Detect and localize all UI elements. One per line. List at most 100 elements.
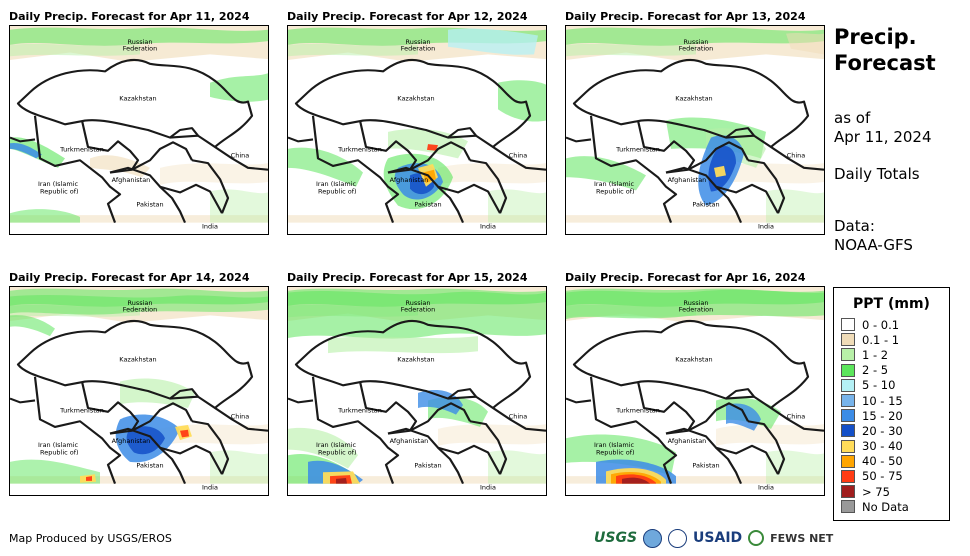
- legend-label: 40 - 50: [862, 454, 903, 469]
- legend-label: 1 - 2: [862, 347, 889, 362]
- country-label: Turkmenistan: [59, 147, 104, 154]
- country-border: [725, 127, 755, 139]
- forecast-map-apr-12: Russian Federation Kazakhstan Turkmenistan C…: [287, 25, 547, 235]
- legend-swatch: [841, 394, 855, 408]
- country-label: China: [231, 153, 250, 160]
- country-label: China: [787, 153, 806, 160]
- precip-area: [126, 426, 165, 455]
- legend-label: 50 - 75: [862, 469, 903, 484]
- legend-swatch: [841, 409, 855, 423]
- legend-label: 0.1 - 1: [862, 332, 900, 347]
- country-label: Kazakhstan: [397, 96, 434, 103]
- country-label: China: [787, 414, 806, 421]
- data-source-name: NOAA-GFS: [834, 236, 913, 254]
- forecast-map-apr-14: Russian Federation Kazakhstan Turkmenistan C…: [9, 286, 269, 496]
- legend-label: > 75: [862, 484, 890, 499]
- country-label: Federation: [123, 307, 158, 314]
- precip-area: [210, 450, 268, 484]
- country-border: [191, 159, 230, 214]
- precip-area: [438, 163, 546, 185]
- country-label: China: [509, 414, 528, 421]
- country-label: Republic of): [318, 449, 357, 456]
- country-border: [566, 136, 592, 143]
- legend-item: 0.1 - 1: [834, 332, 949, 347]
- fews-net-icon: [748, 530, 765, 546]
- country-border: [492, 146, 546, 171]
- precip-area: [566, 215, 824, 223]
- country-label: India: [480, 223, 496, 230]
- precip-area: [10, 43, 140, 57]
- country-border: [387, 427, 465, 485]
- panel-title: Daily Precip. Forecast for Apr 12, 2024: [287, 10, 528, 23]
- country-label: Afghanistan: [112, 438, 151, 445]
- legend-item: 15 - 20: [834, 408, 949, 423]
- country-border: [10, 397, 36, 404]
- country-border: [437, 444, 501, 475]
- precip-area: [438, 424, 546, 446]
- country-label: Kazakhstan: [119, 96, 156, 103]
- country-border: [469, 420, 508, 475]
- legend-label: 20 - 30: [862, 423, 903, 438]
- precip-area: [288, 147, 363, 187]
- precip-area: [566, 43, 696, 57]
- country-label: Republic of): [596, 188, 635, 195]
- country-border: [747, 159, 786, 214]
- country-label: Afghanistan: [668, 177, 707, 184]
- country-border: [566, 397, 592, 404]
- precip-area: [10, 209, 80, 223]
- legend-item: 40 - 50: [834, 454, 949, 469]
- country-label: Federation: [401, 307, 436, 314]
- data-source-label: Data:: [834, 217, 875, 235]
- precip-area: [716, 163, 824, 185]
- precip-area: [328, 336, 478, 354]
- legend-swatch: [841, 333, 855, 347]
- country-border: [169, 127, 199, 139]
- country-label: Russian: [406, 39, 431, 46]
- legend-swatch: [841, 469, 855, 483]
- country-border: [159, 183, 223, 214]
- precip-area: [714, 165, 726, 178]
- precip-area: [766, 189, 824, 223]
- precip-area: [488, 450, 546, 484]
- as-of-label: as of: [834, 109, 871, 127]
- country-border: [288, 136, 314, 143]
- side-title-line2: Forecast: [834, 51, 936, 75]
- country-label: Republic of): [40, 188, 79, 195]
- country-border: [288, 397, 314, 404]
- country-border: [572, 58, 810, 149]
- country-border: [191, 420, 230, 475]
- country-border: [687, 141, 749, 171]
- legend-swatch: [841, 363, 855, 377]
- legend-swatch: [841, 500, 855, 514]
- country-border: [747, 420, 786, 475]
- precip-area: [566, 156, 646, 191]
- precip-area: [786, 33, 824, 55]
- country-label: Republic of): [40, 449, 79, 456]
- side-title-line1: Precip.: [834, 25, 917, 49]
- forecast-map-apr-15: Russian Federation Kazakhstan Turkmenistan C…: [287, 286, 547, 496]
- country-label: Turkmenistan: [337, 147, 382, 154]
- panel-title: Daily Precip. Forecast for Apr 13, 2024: [565, 10, 806, 23]
- country-label: Turkmenistan: [59, 408, 104, 415]
- country-border: [665, 427, 743, 485]
- country-label: India: [202, 223, 218, 230]
- precip-area: [10, 27, 268, 46]
- country-border: [214, 407, 268, 432]
- forecast-map-apr-13: Russian Federation Kazakhstan Turkmenistan C…: [565, 25, 825, 235]
- dhs-seal-icon: [668, 528, 688, 548]
- country-label: Iran (Islamic: [38, 442, 79, 449]
- country-border: [770, 146, 824, 171]
- country-label: Russian: [128, 39, 153, 46]
- country-label: India: [758, 223, 774, 230]
- precip-area: [427, 144, 438, 151]
- country-label: Russian: [128, 300, 153, 307]
- country-label: Pakistan: [136, 463, 163, 470]
- legend-item: 0 - 0.1: [834, 317, 949, 332]
- legend-label: 10 - 15: [862, 393, 903, 408]
- country-label: Russian: [684, 39, 709, 46]
- legend-item: 10 - 15: [834, 393, 949, 408]
